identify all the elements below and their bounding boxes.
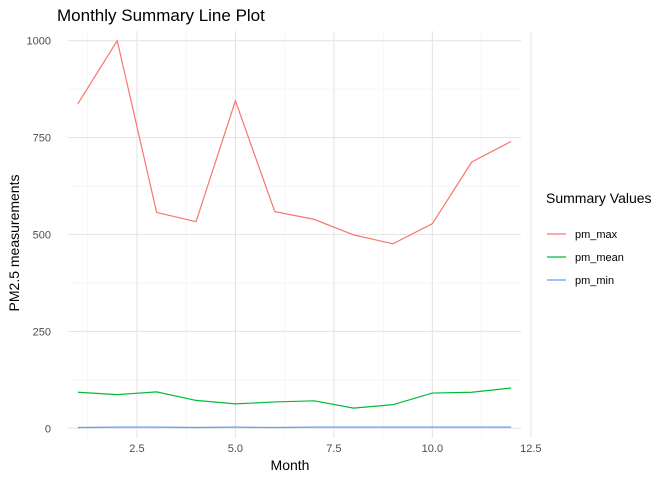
y-tick-label: 750 xyxy=(33,133,51,145)
y-tick-label: 0 xyxy=(45,423,51,435)
y-tick-label: 1000 xyxy=(27,36,51,48)
x-axis-ticks: 2.5 5.0 7.5 10.0 12.5 xyxy=(129,443,541,455)
legend-label-pm-mean: pm_mean xyxy=(575,252,624,264)
legend-label-pm-max: pm_max xyxy=(575,229,618,241)
series-line-pm-mean xyxy=(77,387,512,409)
legend-label-pm-min: pm_min xyxy=(575,275,614,287)
series-lines xyxy=(77,39,512,429)
y-axis-ticks: 0 250 500 750 1000 xyxy=(27,36,51,436)
x-tick-label: 5.0 xyxy=(228,443,243,455)
legend-title: Summary Values xyxy=(546,190,652,206)
x-tick-label: 7.5 xyxy=(326,443,341,455)
x-axis-label: Month xyxy=(271,457,310,473)
chart-title: Monthly Summary Line Plot xyxy=(57,6,265,25)
series-line-pm-max xyxy=(77,39,512,245)
x-tick-label: 12.5 xyxy=(520,443,541,455)
legend: Summary Values pm_max pm_mean pm_min xyxy=(546,190,652,287)
grid xyxy=(68,31,532,438)
y-tick-label: 500 xyxy=(33,230,51,242)
y-tick-label: 250 xyxy=(33,326,51,338)
x-tick-label: 10.0 xyxy=(422,443,443,455)
x-tick-label: 2.5 xyxy=(129,443,144,455)
y-axis-label: PM2.5 measurements xyxy=(6,175,22,312)
